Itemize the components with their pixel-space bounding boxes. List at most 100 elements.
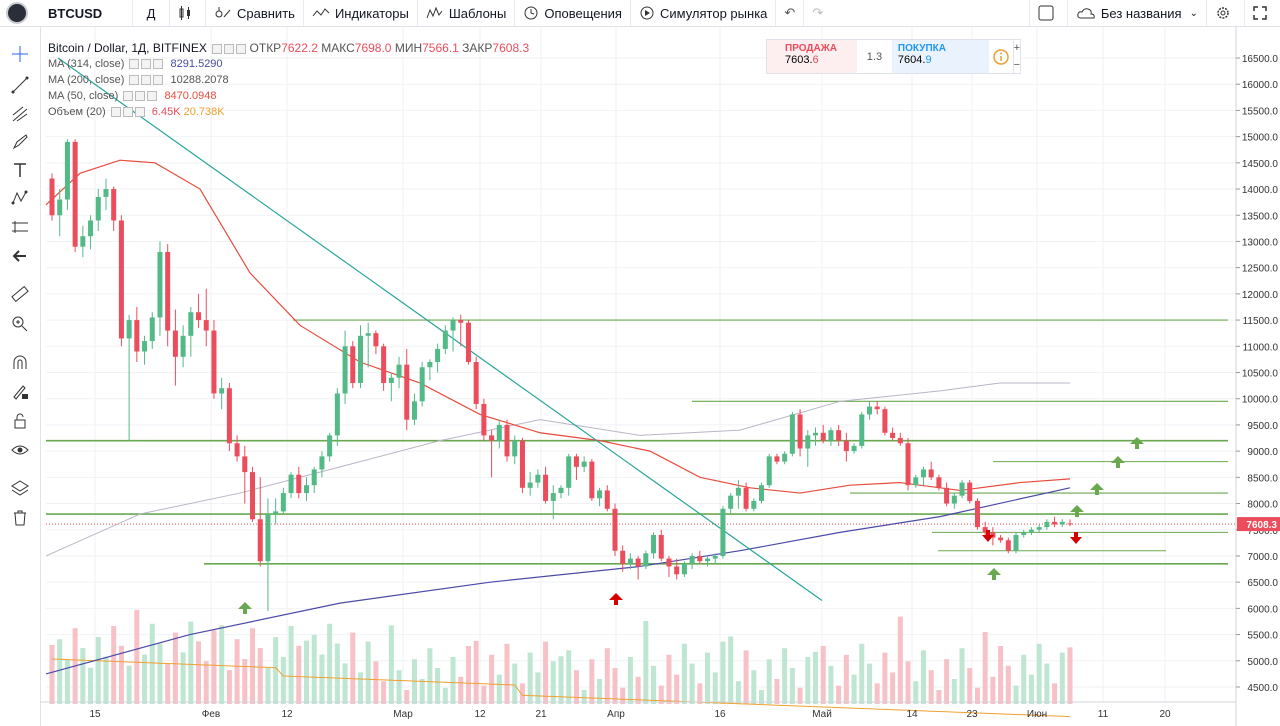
candle[interactable] xyxy=(897,432,903,446)
candle[interactable] xyxy=(1028,527,1034,535)
candle[interactable] xyxy=(64,139,70,211)
lock-tool[interactable] xyxy=(8,410,32,432)
candle[interactable] xyxy=(797,409,803,457)
candle[interactable] xyxy=(1059,519,1065,528)
up-arrow-icon[interactable] xyxy=(609,593,623,605)
candle[interactable] xyxy=(327,432,333,462)
candle[interactable] xyxy=(774,453,780,465)
gear-small-icon[interactable] xyxy=(135,91,146,102)
up-arrow-icon[interactable] xyxy=(1070,505,1084,517)
candle[interactable] xyxy=(604,485,610,512)
candle[interactable] xyxy=(172,309,178,386)
candle[interactable] xyxy=(874,401,880,415)
candle[interactable] xyxy=(1044,519,1050,530)
candle[interactable] xyxy=(812,427,819,446)
candle[interactable] xyxy=(72,139,78,252)
candle[interactable] xyxy=(982,521,988,538)
save-layout-button[interactable]: Без названия ⌄ xyxy=(1068,0,1207,26)
up-arrow-icon[interactable] xyxy=(238,602,252,614)
candle[interactable] xyxy=(751,498,757,512)
down-arrow-icon[interactable] xyxy=(1070,532,1082,544)
candle[interactable] xyxy=(944,482,950,507)
candle[interactable] xyxy=(836,424,842,446)
candle[interactable] xyxy=(936,474,942,491)
candle[interactable] xyxy=(311,466,317,494)
down-arrow-icon[interactable] xyxy=(982,530,994,542)
text-tool[interactable] xyxy=(8,159,32,181)
quantity-stepper[interactable]: + − xyxy=(1014,40,1020,73)
candle[interactable] xyxy=(80,225,86,258)
visibility-tool[interactable] xyxy=(8,439,32,461)
candle[interactable] xyxy=(890,427,896,441)
magnet-tool[interactable] xyxy=(8,352,32,374)
candle[interactable] xyxy=(689,553,695,570)
candle[interactable] xyxy=(165,244,171,347)
candle[interactable] xyxy=(766,453,772,488)
candle[interactable] xyxy=(998,534,1004,543)
candle[interactable] xyxy=(573,453,579,480)
candle[interactable] xyxy=(242,445,248,504)
measure-tool[interactable] xyxy=(8,283,32,305)
candle[interactable] xyxy=(1005,537,1011,554)
candle[interactable] xyxy=(226,382,232,452)
candle[interactable] xyxy=(57,189,63,237)
candle[interactable] xyxy=(759,482,765,504)
crosshair-tool[interactable] xyxy=(8,43,32,65)
candle[interactable] xyxy=(388,372,394,402)
candle[interactable] xyxy=(920,466,926,486)
candle[interactable] xyxy=(373,330,379,355)
eye-small-icon[interactable] xyxy=(110,107,121,118)
candle[interactable] xyxy=(635,555,641,580)
candle[interactable] xyxy=(465,320,471,365)
candle[interactable] xyxy=(674,558,680,580)
fib-tool[interactable] xyxy=(8,103,32,125)
candle[interactable] xyxy=(134,306,140,363)
candle[interactable] xyxy=(88,215,94,250)
settings-small-icon[interactable] xyxy=(224,43,235,54)
candle[interactable] xyxy=(489,430,495,478)
candle[interactable] xyxy=(681,561,687,577)
symbol-search[interactable]: BTCUSD xyxy=(34,0,133,26)
candle[interactable] xyxy=(643,550,649,570)
candle[interactable] xyxy=(743,482,749,512)
candle[interactable] xyxy=(928,461,934,480)
candle[interactable] xyxy=(519,438,525,494)
candle[interactable] xyxy=(435,343,441,373)
candle[interactable] xyxy=(843,432,849,462)
market-replay-button[interactable]: Симулятор рынка xyxy=(631,0,777,26)
candle[interactable] xyxy=(219,377,225,410)
time-axis[interactable]: 15 Фев 12 Мар 12 21 Апр 16 Май 14 23 Июн 11 20 xyxy=(40,701,1236,720)
candle[interactable] xyxy=(612,503,618,556)
minus-icon[interactable]: − xyxy=(1013,58,1020,71)
candle[interactable] xyxy=(111,186,117,231)
candle[interactable] xyxy=(196,293,202,328)
candle[interactable] xyxy=(728,493,734,515)
candle[interactable] xyxy=(589,458,595,501)
candle[interactable] xyxy=(959,479,965,499)
price-chart[interactable]: 4500.0 5000.0 5500.0 6000.0 6500.0 7000.0 7500… xyxy=(40,27,1280,726)
close-small-icon[interactable] xyxy=(153,59,164,70)
candle[interactable] xyxy=(712,553,718,564)
candle[interactable] xyxy=(149,312,155,349)
up-arrow-icon[interactable] xyxy=(1111,456,1125,468)
fullscreen-button[interactable] xyxy=(1245,0,1280,26)
candle[interactable] xyxy=(1021,529,1027,538)
candle[interactable] xyxy=(782,451,788,465)
candle[interactable] xyxy=(49,173,55,221)
candle[interactable] xyxy=(203,288,209,347)
candle[interactable] xyxy=(882,406,888,436)
candle[interactable] xyxy=(789,411,795,457)
candle[interactable] xyxy=(866,401,872,420)
candle[interactable] xyxy=(735,479,741,509)
trend-line[interactable] xyxy=(57,57,823,602)
candle[interactable] xyxy=(535,469,541,488)
candle[interactable] xyxy=(705,555,711,567)
pattern-tool[interactable] xyxy=(8,187,32,209)
trendline-tool[interactable] xyxy=(8,74,32,96)
candle[interactable] xyxy=(280,487,286,515)
candle[interactable] xyxy=(913,474,919,488)
candle[interactable] xyxy=(481,398,487,441)
candle[interactable] xyxy=(581,456,587,473)
object-tree-tool[interactable] xyxy=(8,477,32,499)
eye-small-icon[interactable] xyxy=(123,91,134,102)
